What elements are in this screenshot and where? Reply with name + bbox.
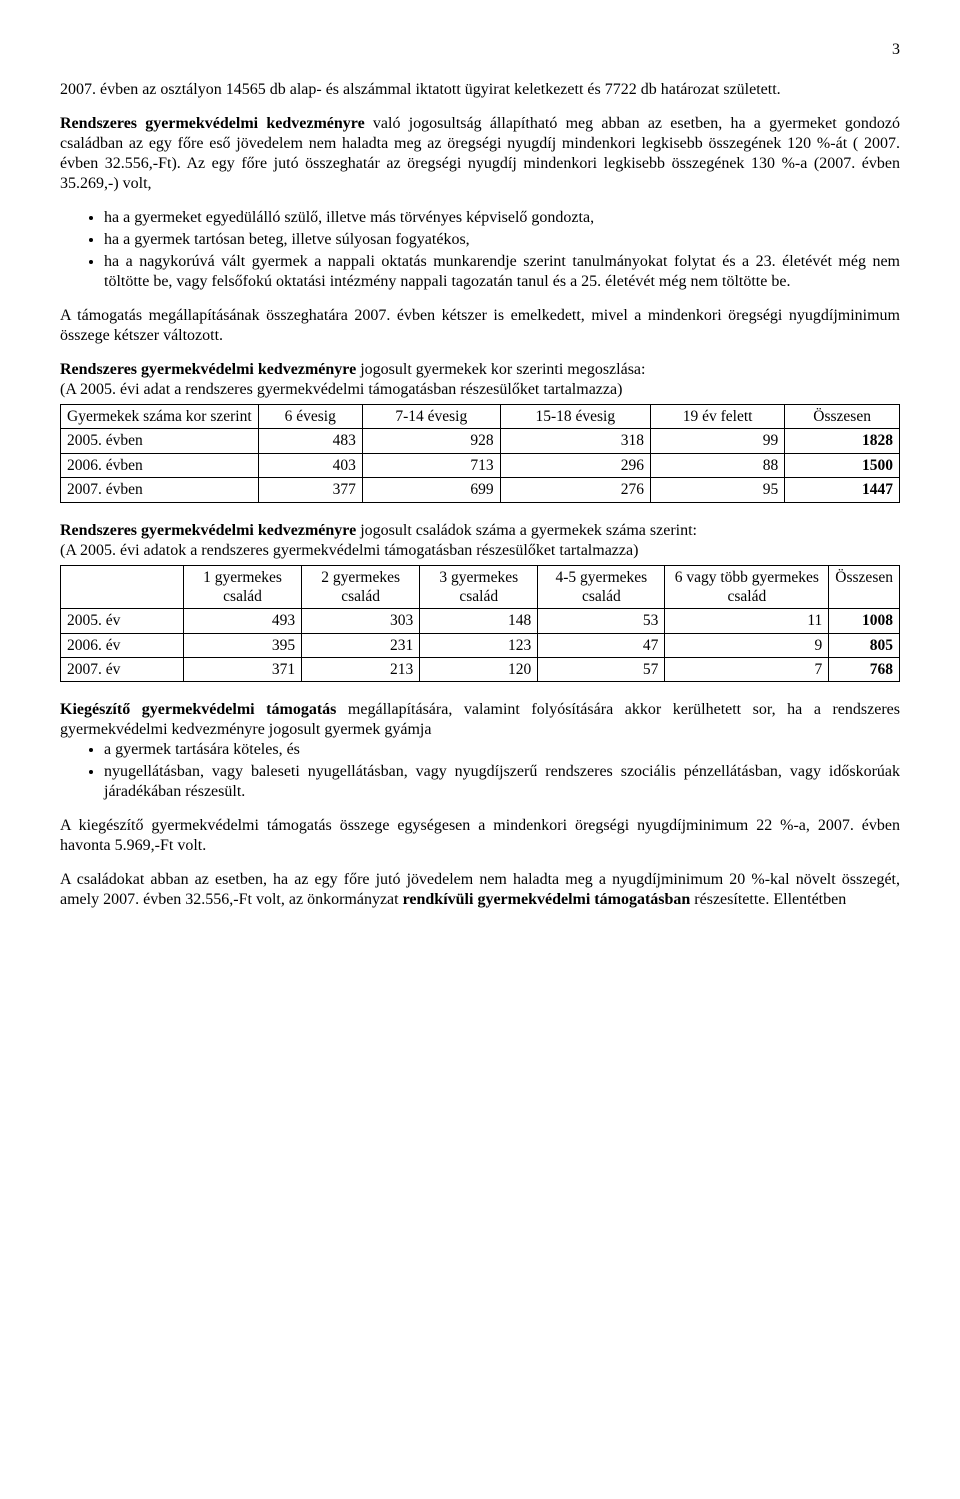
cell: 318	[500, 429, 650, 453]
cell: 928	[362, 429, 500, 453]
cell: 713	[362, 453, 500, 477]
cell: 296	[500, 453, 650, 477]
cell: 88	[650, 453, 784, 477]
table-header: 3 gyermekes család	[420, 565, 538, 609]
table-header: 15-18 évesig	[500, 405, 650, 429]
table-header: 4-5 gyermekes család	[538, 565, 665, 609]
paragraph-table2-title: Rendszeres gyermekvédelmi kedvezményre j…	[60, 521, 900, 561]
cell: 303	[302, 609, 420, 633]
table-header	[61, 565, 184, 609]
bold-lead-2: Rendszeres gyermekvédelmi kedvezményre	[60, 361, 356, 378]
cell: 11	[665, 609, 829, 633]
row-label: 2005. évben	[61, 429, 259, 453]
cell: 493	[184, 609, 302, 633]
table-header: Gyermekek száma kor szerint	[61, 405, 259, 429]
paragraph-table1-title: Rendszeres gyermekvédelmi kedvezményre j…	[60, 360, 900, 400]
cell: 699	[362, 478, 500, 502]
row-label: 2005. év	[61, 609, 184, 633]
row-label: 2007. évben	[61, 478, 259, 502]
cell: 403	[258, 453, 362, 477]
bold-inline: rendkívüli gyermekvédelmi támogatásban	[403, 891, 691, 908]
cell-total: 1500	[785, 453, 900, 477]
cell: 7	[665, 658, 829, 682]
cell: 395	[184, 633, 302, 657]
cell: 9	[665, 633, 829, 657]
cell: 377	[258, 478, 362, 502]
row-label: 2006. év	[61, 633, 184, 657]
cell: 213	[302, 658, 420, 682]
cell: 53	[538, 609, 665, 633]
list-item: ha a nagykorúvá vált gyermek a nappali o…	[104, 252, 900, 292]
table-families-by-children: 1 gyermekes család 2 gyermekes család 3 …	[60, 565, 900, 683]
cell-total: 1447	[785, 478, 900, 502]
cell-total: 805	[829, 633, 900, 657]
table-header: Összesen	[829, 565, 900, 609]
table-row: 2005. évben 483 928 318 99 1828	[61, 429, 900, 453]
row-label: 2007. év	[61, 658, 184, 682]
table-row: 2005. év 493 303 148 53 11 1008	[61, 609, 900, 633]
para5-rest: jogosult családok száma a gyermekek szám…	[356, 522, 697, 539]
table-header: Összesen	[785, 405, 900, 429]
cell: 371	[184, 658, 302, 682]
table-children-by-age: Gyermekek száma kor szerint 6 évesig 7-1…	[60, 404, 900, 503]
cell: 148	[420, 609, 538, 633]
bold-lead-3: Rendszeres gyermekvédelmi kedvezményre	[60, 522, 356, 539]
table-header: 6 vagy több gyermekes család	[665, 565, 829, 609]
list-item: ha a gyermek tartósan beteg, illetve súl…	[104, 230, 900, 250]
table1-note: (A 2005. évi adat a rendszeres gyermekvé…	[60, 381, 622, 398]
table-header: 19 év felett	[650, 405, 784, 429]
cell: 57	[538, 658, 665, 682]
table-header: 7-14 évesig	[362, 405, 500, 429]
list-item: ha a gyermeket egyedülálló szülő, illetv…	[104, 208, 900, 228]
list-item: a gyermek tartására köteles, és	[104, 740, 900, 760]
bullet-list-1: ha a gyermeket egyedülálló szülő, illetv…	[60, 208, 900, 292]
table-row: 2006. évben 403 713 296 88 1500	[61, 453, 900, 477]
paragraph-eligibility: Rendszeres gyermekvédelmi kedvezményre v…	[60, 114, 900, 194]
cell: 483	[258, 429, 362, 453]
table-row: 2006. év 395 231 123 47 9 805	[61, 633, 900, 657]
cell-total: 768	[829, 658, 900, 682]
bold-lead-1: Rendszeres gyermekvédelmi kedvezményre	[60, 115, 365, 132]
table-row: 2007. évben 377 699 276 95 1447	[61, 478, 900, 502]
bullet-list-2: a gyermek tartására köteles, és nyugellá…	[60, 740, 900, 802]
list-item: nyugellátásban, vagy baleseti nyugellátá…	[104, 762, 900, 802]
cell: 47	[538, 633, 665, 657]
paragraph-intro: 2007. évben az osztályon 14565 db alap- …	[60, 80, 900, 100]
paragraph-limit-change: A támogatás megállapításának összeghatár…	[60, 306, 900, 346]
cell: 276	[500, 478, 650, 502]
row-label: 2006. évben	[61, 453, 259, 477]
bold-lead-4: Kiegészítő gyermekvédelmi támogatás	[60, 701, 336, 718]
table-header: 2 gyermekes család	[302, 565, 420, 609]
cell: 231	[302, 633, 420, 657]
table-row: 2007. év 371 213 120 57 7 768	[61, 658, 900, 682]
paragraph-extraordinary: A családokat abban az esetben, ha az egy…	[60, 870, 900, 910]
cell: 99	[650, 429, 784, 453]
cell: 95	[650, 478, 784, 502]
paragraph-supplementary-amount: A kiegészítő gyermekvédelmi támogatás ös…	[60, 816, 900, 856]
page-number: 3	[60, 40, 900, 60]
cell: 120	[420, 658, 538, 682]
table-header: 6 évesig	[258, 405, 362, 429]
para4-rest: jogosult gyermekek kor szerinti megoszlá…	[356, 361, 645, 378]
table-header: 1 gyermekes család	[184, 565, 302, 609]
cell: 123	[420, 633, 538, 657]
table2-note: (A 2005. évi adatok a rendszeres gyermek…	[60, 542, 638, 559]
paragraph-supplementary: Kiegészítő gyermekvédelmi támogatás megá…	[60, 700, 900, 740]
cell-total: 1828	[785, 429, 900, 453]
cell-total: 1008	[829, 609, 900, 633]
para8-post: részesítette. Ellentétben	[690, 891, 846, 908]
